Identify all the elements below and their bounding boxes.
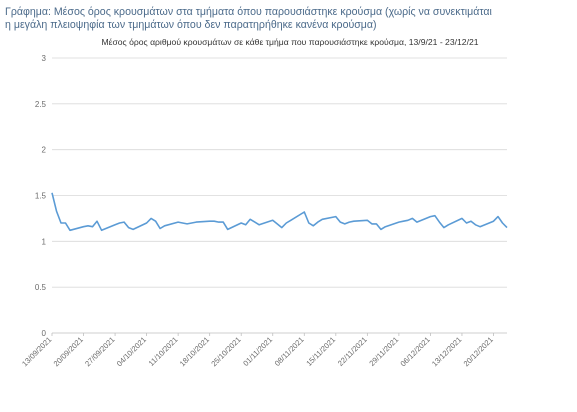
y-tick-label: 1 bbox=[42, 237, 47, 246]
x-tick-label: 20/12/2021 bbox=[462, 335, 495, 368]
x-tick-label: 11/10/2021 bbox=[147, 335, 180, 368]
caption-line-2: η μεγάλη πλειοψηφία των τμημάτων όπου δε… bbox=[5, 19, 377, 31]
y-tick-label: 2.5 bbox=[35, 100, 47, 109]
x-tick-label: 20/09/2021 bbox=[52, 335, 85, 368]
caption-line-1: Γράφημα: Μέσος όρος κρουσμάτων στα τμήμα… bbox=[5, 6, 492, 18]
y-tick-label: 1.5 bbox=[35, 192, 47, 201]
y-tick-label: 0 bbox=[42, 329, 47, 338]
x-tick-label: 22/11/2021 bbox=[336, 335, 369, 368]
x-tick-label: 15/11/2021 bbox=[304, 335, 337, 368]
x-tick-label: 13/12/2021 bbox=[430, 335, 463, 368]
x-axis-ticks: 13/09/202120/09/202127/09/202104/10/2021… bbox=[20, 333, 495, 368]
y-axis-ticks: 0 0.5 1 1.5 2 2.5 3 bbox=[35, 54, 47, 338]
x-tick-label: 06/12/2021 bbox=[399, 335, 432, 368]
x-tick-label: 29/11/2021 bbox=[367, 335, 400, 368]
series-layer bbox=[51, 192, 508, 232]
x-tick-label: 01/11/2021 bbox=[241, 335, 274, 368]
y-tick-label: 2 bbox=[42, 146, 47, 155]
series-line bbox=[51, 192, 508, 232]
x-tick-label: 18/10/2021 bbox=[178, 335, 211, 368]
x-tick-label: 25/10/2021 bbox=[209, 335, 242, 368]
gridlines bbox=[52, 57, 507, 334]
figure-caption: Γράφημα: Μέσος όρος κρουσμάτων στα τμήμα… bbox=[5, 6, 572, 32]
chart-title: Μέσος όρος αριθμού κρουσμάτων σε κάθε τμ… bbox=[101, 37, 478, 47]
x-tick-label: 04/10/2021 bbox=[115, 335, 148, 368]
y-tick-label: 0.5 bbox=[35, 283, 47, 292]
y-tick-label: 3 bbox=[42, 54, 47, 63]
x-tick-label: 27/09/2021 bbox=[83, 335, 116, 368]
x-tick-label: 13/09/2021 bbox=[20, 335, 53, 368]
x-tick-label: 08/11/2021 bbox=[273, 335, 306, 368]
